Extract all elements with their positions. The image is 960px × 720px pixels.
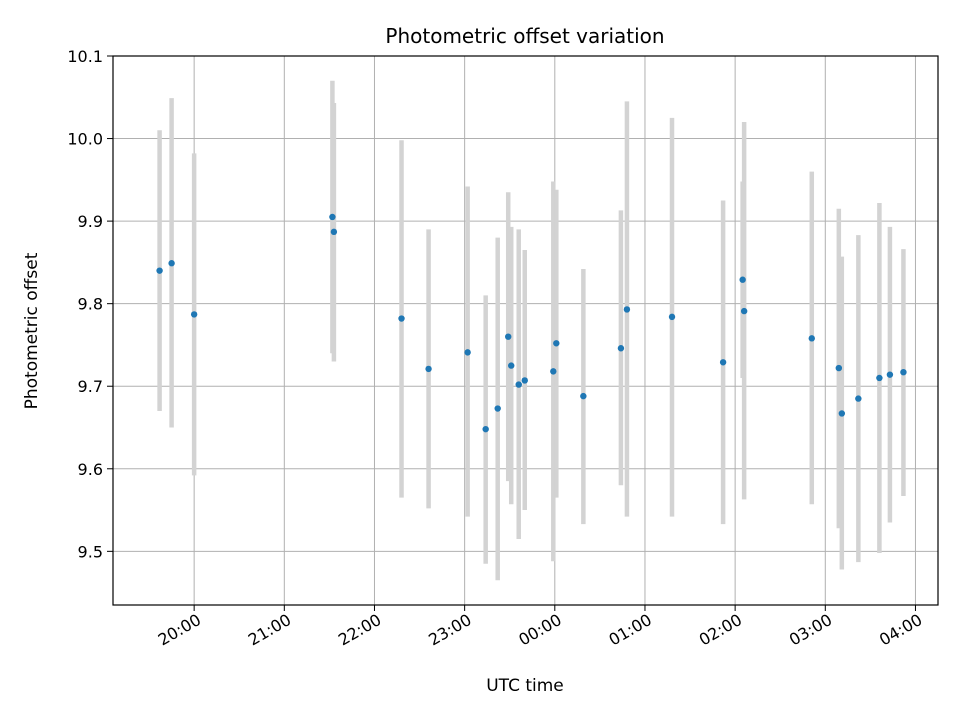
data-point: [580, 392, 587, 400]
y-tick-label: 9.6: [78, 460, 103, 479]
data-point: [550, 368, 557, 375]
data-point: [740, 307, 748, 315]
data-point: [508, 362, 515, 369]
data-points: [156, 213, 907, 433]
data-point: [719, 359, 727, 366]
data-point: [156, 267, 163, 274]
data-point: [330, 228, 338, 236]
chart-title: Photometric offset variation: [385, 24, 664, 48]
y-tick-label: 9.8: [78, 295, 103, 314]
y-tick-label: 10.1: [67, 47, 103, 66]
data-point: [515, 381, 522, 388]
y-tick-label: 9.9: [78, 212, 103, 231]
data-point: [808, 335, 815, 342]
data-point: [876, 374, 883, 382]
y-tick-label: 10.0: [67, 130, 103, 149]
data-point: [900, 368, 907, 376]
data-point: [398, 315, 405, 322]
data-point: [505, 333, 512, 340]
data-point: [464, 349, 471, 356]
data-point: [855, 395, 862, 402]
grid: [113, 55, 938, 605]
y-tick-label: 9.5: [78, 542, 103, 561]
y-axis-ticks: 9.5 9.6 9.7 9.8 9.9 10.0 10.1: [67, 47, 113, 561]
data-point: [838, 410, 846, 417]
data-point: [835, 364, 843, 372]
data-point: [553, 340, 560, 347]
data-point: [886, 371, 894, 378]
data-point: [425, 365, 432, 373]
data-point: [482, 425, 489, 433]
data-point: [494, 405, 501, 412]
data-point: [668, 313, 676, 321]
y-axis-label: Photometric offset: [22, 252, 42, 409]
data-point: [168, 260, 175, 267]
y-tick-label: 9.7: [78, 377, 103, 396]
x-axis-label: UTC time: [486, 676, 564, 696]
data-point: [739, 276, 746, 283]
data-point: [617, 345, 625, 352]
data-point: [190, 311, 198, 318]
plot-frame: [112, 55, 939, 606]
data-point: [623, 306, 631, 313]
data-point: [521, 377, 528, 384]
data-point: [329, 213, 336, 221]
